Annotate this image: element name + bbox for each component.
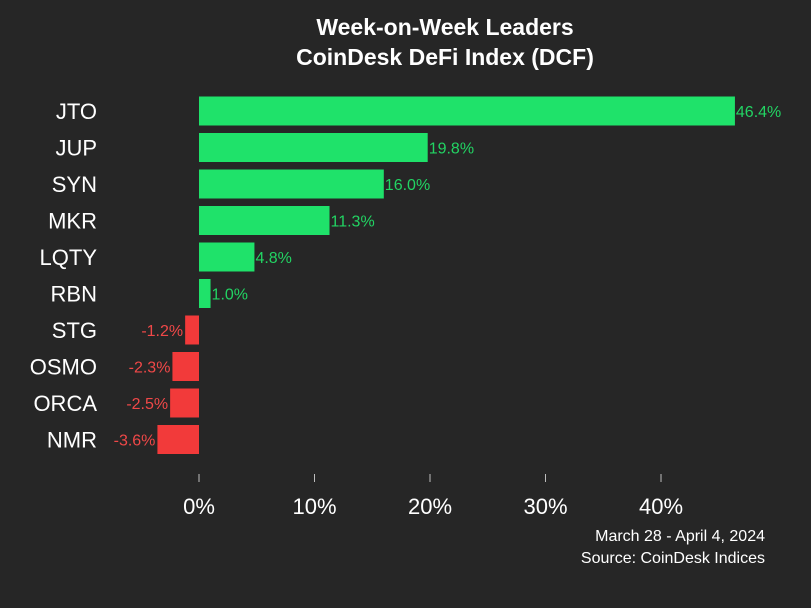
x-tick-label: 20% xyxy=(408,494,452,519)
category-label: SYN xyxy=(52,172,97,197)
x-tick-label: 10% xyxy=(292,494,336,519)
bar-jup xyxy=(199,133,428,162)
value-label: -3.6% xyxy=(114,433,156,450)
bar-orca xyxy=(170,388,199,418)
category-label: STG xyxy=(52,318,97,343)
bar-mkr xyxy=(199,206,330,235)
chart-title-line-1: Week-on-Week Leaders xyxy=(316,14,574,40)
category-label: LQTY xyxy=(40,245,98,270)
chart-title-line-2: CoinDesk DeFi Index (DCF) xyxy=(296,44,594,70)
date-range: March 28 - April 4, 2024 xyxy=(595,528,765,545)
x-tick-label: 40% xyxy=(639,494,683,519)
category-label: MKR xyxy=(48,209,97,234)
value-label: -2.3% xyxy=(129,360,171,377)
bar-lqty xyxy=(199,242,255,272)
bar-rbn xyxy=(199,279,211,308)
category-label: OSMO xyxy=(30,355,97,380)
category-label: ORCA xyxy=(33,391,97,416)
category-label: RBN xyxy=(51,282,97,307)
bar-stg xyxy=(185,315,199,345)
source-note: Source: CoinDesk Indices xyxy=(580,550,765,567)
value-label: 4.8% xyxy=(255,250,291,267)
value-label: 11.3% xyxy=(331,214,375,231)
category-label: JTO xyxy=(56,99,97,124)
bar-jto xyxy=(199,96,735,126)
value-label: 19.8% xyxy=(429,141,474,158)
chart-footer: March 28 - April 4, 2024 Source: CoinDes… xyxy=(581,526,765,570)
value-label: 1.0% xyxy=(212,287,248,304)
category-label: JUP xyxy=(55,136,97,161)
chart-title: Week-on-Week Leaders CoinDesk DeFi Index… xyxy=(0,12,811,72)
x-tick-label: 30% xyxy=(523,494,567,519)
x-tick-label: 0% xyxy=(183,494,215,519)
bar-osmo xyxy=(172,352,199,381)
value-label: 46.4% xyxy=(736,104,781,121)
value-label: -1.2% xyxy=(141,323,183,340)
bar-nmr xyxy=(157,425,199,454)
value-label: 16.0% xyxy=(385,177,430,194)
bar-syn xyxy=(199,169,384,199)
category-label: NMR xyxy=(47,428,97,453)
value-label: -2.5% xyxy=(126,396,168,413)
